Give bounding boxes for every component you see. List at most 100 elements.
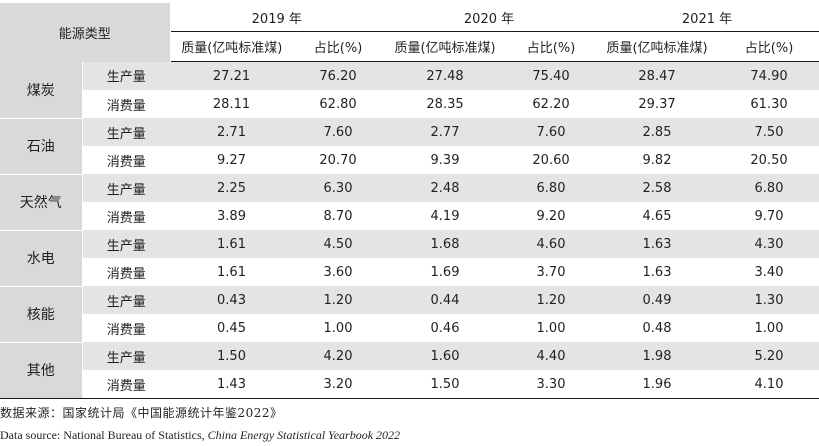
quantity-cell: 29.37 — [638, 96, 676, 112]
quantity-cell: 28.11 — [212, 96, 251, 112]
share-cell: 76.20 — [293, 61, 384, 90]
share-cell: 1.20 — [293, 286, 384, 314]
share-cell: 62.80 — [319, 96, 357, 112]
share-cell: 9.70 — [754, 208, 784, 224]
measure-label: 生产量 — [82, 118, 171, 146]
quantity-cell: 1.63 — [595, 230, 720, 258]
share-cell: 5.20 — [719, 342, 819, 370]
share-cell: 3.70 — [536, 264, 566, 280]
table-row: 核能 生产量 0.43 1.20 0.44 1.20 0.49 1.30 — [0, 286, 819, 343]
table-row: 消费量 0.45 1.00 0.46 1.00 0.48 1.00 — [0, 314, 819, 342]
quantity-cell: 2.71 — [170, 118, 294, 146]
share-cell: 7.50 — [719, 118, 819, 146]
quantity-cell: 1.96 — [595, 370, 720, 399]
measure-label: 消费量 — [106, 98, 146, 114]
header-year-2019: 2019 年 — [170, 3, 384, 32]
share-cell: 1.00 — [754, 320, 784, 336]
share-cell: 4.30 — [719, 230, 819, 258]
energy-table: 能源类型 2019 年 2020 年 2021 年 质量(亿吨标准煤) 占比(%… — [0, 3, 819, 399]
quantity-cell: 1.50 — [170, 342, 294, 370]
share-cell: 1.30 — [719, 286, 819, 314]
quantity-cell: 2.85 — [595, 118, 720, 146]
share-cell: 4.60 — [507, 230, 596, 258]
header-quantity-2020: 质量(亿吨标准煤) — [383, 31, 508, 62]
quantity-cell: 0.49 — [595, 286, 720, 314]
quantity-cell: 0.44 — [383, 286, 508, 314]
measure-label: 生产量 — [82, 61, 171, 90]
energy-type-cell: 天然气 — [0, 174, 83, 231]
share-cell: 61.30 — [750, 96, 788, 112]
share-cell: 1.20 — [507, 286, 596, 314]
quantity-cell: 2.25 — [170, 174, 294, 202]
source-prefix: Data source: National Bureau of Statisti… — [0, 428, 208, 442]
share-cell: 6.30 — [293, 174, 384, 202]
energy-type-cell: 石油 — [0, 118, 83, 175]
share-cell: 6.80 — [507, 174, 596, 202]
header-year-2021: 2021 年 — [595, 3, 819, 32]
share-cell: 75.40 — [507, 61, 596, 90]
quantity-cell: 27.48 — [383, 61, 508, 90]
share-cell: 8.70 — [323, 208, 353, 224]
quantity-cell: 4.65 — [642, 208, 672, 224]
share-cell: 20.70 — [319, 152, 357, 168]
quantity-cell: 9.39 — [430, 152, 460, 168]
energy-type-cell: 煤炭 — [0, 61, 83, 119]
measure-label: 消费量 — [106, 266, 146, 282]
quantity-cell: 2.58 — [595, 174, 720, 202]
header-share-2019: 占比(%) — [293, 31, 384, 62]
measure-label: 生产量 — [82, 342, 171, 370]
quantity-cell: 1.43 — [170, 370, 294, 399]
quantity-cell: 4.19 — [430, 208, 460, 224]
share-cell: 74.90 — [719, 61, 819, 90]
source-note-chinese: 数据来源：国家统计局《中国能源统计年鉴2022》 — [0, 406, 283, 420]
quantity-cell: 28.35 — [426, 96, 464, 112]
share-cell: 7.60 — [293, 118, 384, 146]
share-cell: 3.20 — [293, 370, 384, 399]
quantity-cell: 1.63 — [642, 264, 672, 280]
share-cell: 9.20 — [536, 208, 566, 224]
share-cell: 7.60 — [507, 118, 596, 146]
table-row: 石油 生产量 2.71 7.60 2.77 7.60 2.85 7.50 — [0, 118, 819, 175]
quantity-cell: 1.69 — [430, 264, 460, 280]
share-cell: 6.80 — [719, 174, 819, 202]
table-row: 其他 生产量 1.50 4.20 1.60 4.40 1.98 5.20 — [0, 342, 819, 399]
table-row: 消费量 1.43 3.20 1.50 3.30 1.96 4.10 — [0, 370, 819, 399]
share-cell: 4.50 — [293, 230, 384, 258]
header-quantity-2019: 质量(亿吨标准煤) — [170, 31, 294, 62]
quantity-cell: 0.48 — [642, 320, 672, 336]
energy-type-cell: 核能 — [0, 286, 83, 343]
quantity-cell: 2.77 — [383, 118, 508, 146]
measure-label: 生产量 — [82, 286, 171, 314]
quantity-cell: 1.60 — [383, 342, 508, 370]
share-cell: 4.20 — [293, 342, 384, 370]
quantity-cell: 28.47 — [595, 61, 720, 90]
measure-label: 消费量 — [82, 370, 171, 399]
table-row: 消费量 1.61 3.60 1.69 3.70 1.63 3.40 — [0, 258, 819, 286]
share-cell: 4.40 — [507, 342, 596, 370]
share-cell: 3.60 — [323, 264, 353, 280]
quantity-cell: 0.46 — [430, 320, 460, 336]
share-cell: 1.00 — [323, 320, 353, 336]
energy-type-cell: 水电 — [0, 230, 83, 287]
share-cell: 1.00 — [536, 320, 566, 336]
share-cell: 3.30 — [507, 370, 596, 399]
table-row: 煤炭 生产量 27.21 76.20 27.48 75.40 28.47 74.90 — [0, 61, 819, 119]
quantity-cell: 1.50 — [383, 370, 508, 399]
table-row: 消费量 28.11 62.80 28.35 62.20 29.37 61.30 — [0, 90, 819, 118]
share-cell: 4.10 — [719, 370, 819, 399]
source-note-english: Data source: National Bureau of Statisti… — [0, 428, 400, 443]
header-year-2020: 2020 年 — [383, 3, 596, 32]
quantity-cell: 1.61 — [170, 230, 294, 258]
source-book-title: China Energy Statistical Yearbook 2022 — [207, 428, 401, 442]
measure-label: 消费量 — [106, 154, 146, 170]
table-row: 消费量 3.89 8.70 4.19 9.20 4.65 9.70 — [0, 202, 819, 230]
share-cell: 62.20 — [532, 96, 570, 112]
quantity-cell: 1.68 — [383, 230, 508, 258]
quantity-cell: 1.61 — [217, 264, 246, 280]
share-cell: 20.50 — [750, 152, 788, 168]
header-energy-type: 能源类型 — [0, 3, 171, 62]
quantity-cell: 9.82 — [642, 152, 672, 168]
share-cell: 20.60 — [532, 152, 570, 168]
table-row: 消费量 9.27 20.70 9.39 20.60 9.82 20.50 — [0, 146, 819, 174]
header-share-2021: 占比(%) — [719, 31, 819, 62]
